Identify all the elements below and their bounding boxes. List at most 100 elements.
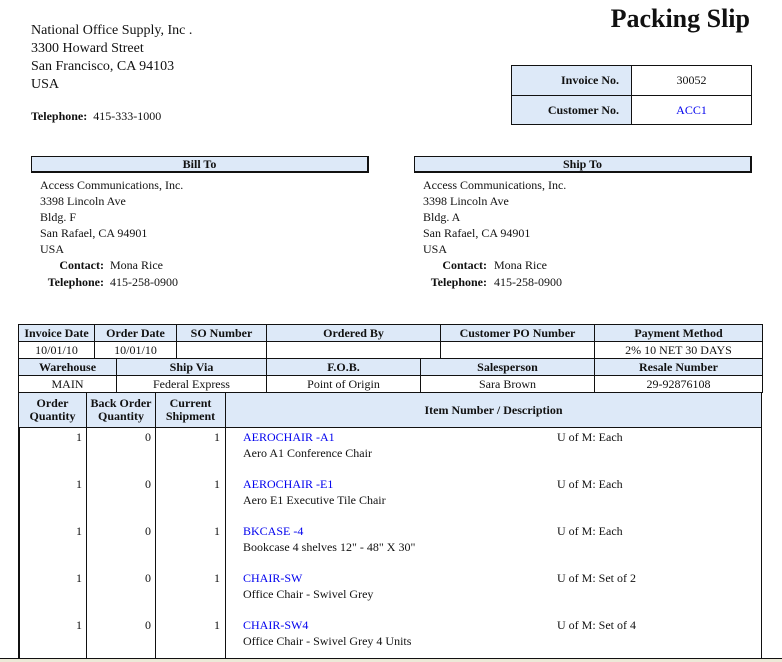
ship-to-street: 3398 Lincoln Ave	[423, 194, 509, 208]
order-info-header: Invoice Date	[18, 324, 95, 342]
order-info-header: F.O.B.	[266, 358, 421, 376]
company-telephone: Telephone: 415-333-1000	[31, 109, 161, 124]
bill-to-telephone: 415-258-0900	[110, 275, 178, 289]
order-info-header: Ship Via	[116, 358, 267, 376]
item-number[interactable]: CHAIR-SW4	[243, 618, 309, 632]
ship-to-address: Access Communications, Inc. 3398 Lincoln…	[423, 177, 566, 257]
ship-to-city: San Rafael, CA 94901	[423, 226, 531, 240]
unit-of-measure: U of M: Each	[557, 430, 623, 444]
bill-to-city: San Rafael, CA 94901	[40, 226, 148, 240]
unit-of-measure: U of M: Set of 4	[557, 618, 636, 632]
company-street: 3300 Howard Street	[31, 41, 144, 56]
column-line	[761, 428, 762, 658]
order-info-value	[176, 341, 267, 359]
order-quantity-header: Order Quantity	[18, 392, 87, 428]
back-order-quantity: 0	[145, 618, 151, 632]
back-order-quantity: 0	[145, 524, 151, 538]
ship-to-suite: Bldg. A	[423, 210, 461, 224]
item-number[interactable]: CHAIR-SW	[243, 571, 303, 585]
current-shipment: 1	[214, 618, 220, 632]
order-info-header: Salesperson	[420, 358, 595, 376]
back-order-quantity: 0	[145, 571, 151, 585]
order-info-value	[266, 341, 441, 359]
item-number[interactable]: AEROCHAIR -E1	[243, 477, 334, 491]
bill-to-contact-values: Mona Rice 415-258-0900	[110, 257, 178, 291]
order-quantity: 1	[76, 524, 82, 538]
customer-no-value[interactable]: ACC1	[631, 95, 752, 125]
column-line	[225, 428, 226, 658]
telephone-label: Telephone:	[31, 109, 88, 123]
back-order-quantity: 0	[145, 477, 151, 491]
bill-to-contact: Mona Rice	[110, 258, 163, 272]
bill-to-street: 3398 Lincoln Ave	[40, 194, 126, 208]
order-info-value: Sara Brown	[420, 375, 595, 393]
unit-of-measure: U of M: Each	[557, 524, 623, 538]
ship-to-telephone: 415-258-0900	[494, 275, 562, 289]
invoice-no-label: Invoice No.	[511, 65, 632, 96]
item-description: Office Chair - Swivel Grey 4 Units	[243, 634, 412, 648]
company-city: San Francisco, CA 94103	[31, 59, 175, 74]
bill-to-suite: Bldg. F	[40, 210, 77, 224]
ship-to-country: USA	[423, 242, 448, 256]
order-info-header: Ordered By	[266, 324, 441, 342]
ship-to-heading: Ship To	[414, 156, 752, 173]
company-name: National Office Supply, Inc .	[31, 23, 193, 38]
item-number[interactable]: AEROCHAIR -A1	[243, 430, 335, 444]
column-line	[86, 428, 87, 658]
order-info-header: Resale Number	[594, 358, 763, 376]
order-info-value: MAIN	[18, 375, 117, 393]
bill-to-name: Access Communications, Inc.	[40, 178, 184, 192]
order-info-value: 10/01/10	[94, 341, 177, 359]
order-quantity: 1	[76, 618, 82, 632]
item-number[interactable]: BKCASE -4	[243, 524, 304, 538]
bill-to-heading: Bill To	[31, 156, 369, 173]
bill-to-contact-label: Contact:	[59, 258, 104, 272]
current-shipment: 1	[214, 524, 220, 538]
order-info-value: 29-92876108	[594, 375, 763, 393]
current-shipment: 1	[214, 430, 220, 444]
order-info-value: Point of Origin	[266, 375, 421, 393]
bill-to-address: Access Communications, Inc. 3398 Lincoln…	[40, 177, 183, 257]
ship-to-contact: Mona Rice	[494, 258, 547, 272]
back-order-quantity-header: Back Order Quantity	[86, 392, 156, 428]
current-shipment-header: Current Shipment	[155, 392, 226, 428]
column-line	[18, 428, 20, 658]
bill-to-country: USA	[40, 242, 65, 256]
order-info-header: SO Number	[176, 324, 267, 342]
customer-no-label: Customer No.	[511, 95, 632, 125]
unit-of-measure: U of M: Each	[557, 477, 623, 491]
ship-to-name: Access Communications, Inc.	[423, 178, 567, 192]
ship-to-contact-labels: Contact: Telephone:	[383, 257, 487, 291]
item-description-header: Item Number / Description	[225, 392, 762, 428]
company-country: USA	[31, 77, 60, 92]
ship-to-contact-values: Mona Rice 415-258-0900	[494, 257, 562, 291]
order-info-value	[440, 341, 595, 359]
order-info-value: 2% 10 NET 30 DAYS	[594, 341, 763, 359]
order-info-header: Warehouse	[18, 358, 117, 376]
order-info-value: 10/01/10	[18, 341, 95, 359]
page-title: Packing Slip	[610, 4, 750, 33]
order-info-value: Federal Express	[116, 375, 267, 393]
bill-to-contact-labels: Contact: Telephone:	[0, 257, 168, 291]
order-info-header: Order Date	[94, 324, 177, 342]
current-shipment: 1	[214, 477, 220, 491]
item-description: Aero A1 Conference Chair	[243, 446, 372, 460]
window-edge	[0, 659, 782, 662]
order-info-header: Payment Method	[594, 324, 763, 342]
ship-to-contact-label: Contact:	[442, 258, 487, 272]
back-order-quantity: 0	[145, 430, 151, 444]
order-quantity: 1	[76, 477, 82, 491]
company-address: National Office Supply, Inc . 3300 Howar…	[31, 22, 192, 94]
order-info-header: Customer PO Number	[440, 324, 595, 342]
bill-to-telephone-label: Telephone:	[47, 275, 104, 289]
ship-to-telephone-label: Telephone:	[430, 275, 487, 289]
order-quantity: 1	[76, 571, 82, 585]
current-shipment: 1	[214, 571, 220, 585]
telephone-value: 415-333-1000	[93, 109, 162, 123]
unit-of-measure: U of M: Set of 2	[557, 571, 636, 585]
item-description: Office Chair - Swivel Grey	[243, 587, 374, 601]
page-bottom-line	[0, 658, 782, 659]
order-quantity: 1	[76, 430, 82, 444]
item-description: Aero E1 Executive Tile Chair	[243, 493, 386, 507]
invoice-no-value: 30052	[631, 65, 752, 96]
